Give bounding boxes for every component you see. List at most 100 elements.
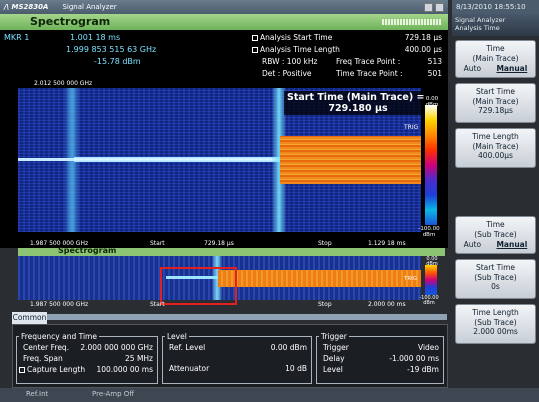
minimize-button[interactable] <box>424 2 433 12</box>
status-bar: Ref.Int Pre-Amp Off <box>0 388 539 402</box>
start-label: Start <box>150 240 165 247</box>
softkey-main-trace-time[interactable]: Time (Main Trace) Auto Manual <box>455 40 536 78</box>
option-auto[interactable]: Auto <box>463 64 482 73</box>
option-manual[interactable]: Manual <box>496 240 528 249</box>
softkey-menu-header: Signal Analyzer Analysis Time <box>452 14 539 36</box>
softkey-footer <box>452 388 539 402</box>
reference-status: Ref.Int <box>26 390 49 398</box>
softkey-sub-time-length[interactable]: Time Length (Sub Trace) 2.000 00ms <box>455 304 536 344</box>
sub-spectrogram-header: Spectrogram <box>18 246 445 256</box>
analysis-window-highlight <box>160 267 237 305</box>
delay-value: -1.000 00 ms <box>389 354 439 363</box>
attenuator-label: Attenuator <box>169 364 210 373</box>
spectrogram-title: Spectrogram <box>30 15 111 28</box>
burst-edge <box>272 88 286 232</box>
top-frequency-label: 2.012 500 000 GHz <box>34 80 93 87</box>
trigger-label: Trigger <box>323 343 349 352</box>
time-trace-point-label: Time Trace Point : <box>336 69 403 78</box>
ref-level-label: Ref. Level <box>169 343 206 352</box>
datetime-display: 8/13/2010 18:55:10 <box>452 0 539 14</box>
option-auto[interactable]: Auto <box>463 240 482 249</box>
start-time-badge: Start Time (Main Trace) = 729.180 µs <box>284 91 432 115</box>
marker-frequency: 1.999 853 515 63 GHz <box>66 45 157 54</box>
stop-label: Stop <box>318 240 332 247</box>
analysis-length-label: Analysis Time Length <box>252 45 340 54</box>
softkey-menu-title: Signal Analyzer <box>455 16 506 24</box>
frequency-time-group: Frequency and Time Center Freq. 2.000 000… <box>16 332 158 384</box>
burst-signal <box>272 88 421 232</box>
start-value: 729.18 µs <box>204 240 234 247</box>
option-manual[interactable]: Manual <box>496 64 528 73</box>
info-square-icon <box>252 35 258 41</box>
trigger-value: Video <box>417 343 439 352</box>
rbw-readout: RBW : 100 kHz <box>262 57 318 66</box>
badge-title: Start Time (Main Trace) = <box>287 92 425 103</box>
title-bar: /\ MS2830A Signal Analyzer <box>0 0 448 14</box>
capture-length-label: Capture Length <box>19 365 85 374</box>
brand-logo: /\ MS2830A <box>4 3 49 11</box>
level-group: Level Ref. Level 0.00 dBm Attenuator 10 dB <box>162 332 312 384</box>
trigger-level-label: Level <box>323 365 343 374</box>
softkey-main-start-time[interactable]: Start Time (Main Trace) 729.18µs <box>455 83 536 123</box>
common-parameters-panel <box>12 324 448 388</box>
common-tab-bar <box>47 314 447 320</box>
level-title: Level <box>167 332 187 341</box>
info-square-icon <box>19 367 25 373</box>
softkey-menu-subtitle: Analysis Time <box>455 24 500 32</box>
header-scale-icon <box>382 19 442 25</box>
freq-trace-point-value: 513 <box>427 57 442 66</box>
sub-bottom-frequency-label: 1.987 500 000 GHz <box>30 301 89 308</box>
center-freq-label: Center Freq. <box>23 343 70 352</box>
window-controls <box>424 2 444 12</box>
marker-time: 1.001 18 ms <box>70 33 121 42</box>
softkey-sub-start-time[interactable]: Start Time (Sub Trace) 0s <box>455 259 536 299</box>
frequency-time-title: Frequency and Time <box>21 332 97 341</box>
analysis-start-value: 729.18 µs <box>404 33 442 42</box>
softkey-sub-trace-time[interactable]: Time (Sub Trace) Auto Manual <box>455 216 536 254</box>
freq-span-label: Freq. Span <box>23 354 63 363</box>
analysis-start-label: Analysis Start Time <box>252 33 332 42</box>
stop-value: 1.129 18 ms <box>368 240 406 247</box>
center-freq-value: 2.000 000 000 GHz <box>80 343 153 352</box>
trigger-group: Trigger Trigger Video Delay -1.000 00 ms L… <box>316 332 444 384</box>
badge-value: 729.180 µs <box>328 103 388 114</box>
sub-colorbar-top-label: 0.00 dBm <box>426 256 438 267</box>
close-button[interactable] <box>435 2 444 12</box>
sub-color-scale-bar <box>425 265 437 295</box>
colorbar-top-label: 0.00 dBm <box>425 96 439 108</box>
marker-label: MKR 1 <box>4 33 30 42</box>
analysis-length-value: 400.00 µs <box>404 45 442 54</box>
bottom-frequency-label: 1.987 500 000 GHz <box>30 240 89 247</box>
sub-trigger-marker: TRIG <box>404 276 418 282</box>
detector-readout: Det : Positive <box>262 69 312 78</box>
time-trace-point-value: 501 <box>427 69 442 78</box>
trigger-marker: TRIG <box>404 124 419 131</box>
freq-trace-point-label: Freq Trace Point : <box>336 57 401 66</box>
sub-colorbar-bottom-label: -100.00 dBm <box>419 295 439 306</box>
preamp-status: Pre-Amp Off <box>92 390 135 398</box>
cw-signal-trace <box>166 276 218 279</box>
trigger-level-value: -19 dBm <box>407 365 439 374</box>
marker-level: -15.78 dBm <box>94 57 141 66</box>
freq-span-value: 25 MHz <box>125 354 153 363</box>
burst-signal <box>218 270 421 287</box>
colorbar-bottom-label: -100.00 dBm <box>418 226 440 238</box>
attenuator-value: 10 dB <box>285 364 307 373</box>
spectrogram-header: Spectrogram <box>0 14 448 30</box>
tab-common[interactable]: Common <box>12 312 47 324</box>
sub-spectrogram-title: Spectrogram <box>58 246 117 255</box>
color-scale-bar <box>425 105 437 225</box>
app-title: Signal Analyzer <box>62 3 117 11</box>
sub-stop-label: Stop <box>318 301 332 308</box>
cw-signal-trace <box>74 157 280 162</box>
burst-edge <box>212 256 222 300</box>
softkey-main-time-length[interactable]: Time Length (Main Trace) 400.00µs <box>455 128 536 168</box>
info-square-icon <box>252 47 258 53</box>
ref-level-value: 0.00 dBm <box>270 343 307 352</box>
sub-start-label: Start <box>150 301 165 308</box>
capture-length-value: 100.000 00 ms <box>96 365 153 374</box>
sub-stop-value: 2.000 00 ms <box>368 301 406 308</box>
trigger-title: Trigger <box>321 332 347 341</box>
sub-spectrogram-display[interactable] <box>18 256 421 300</box>
burst-body <box>280 136 421 184</box>
